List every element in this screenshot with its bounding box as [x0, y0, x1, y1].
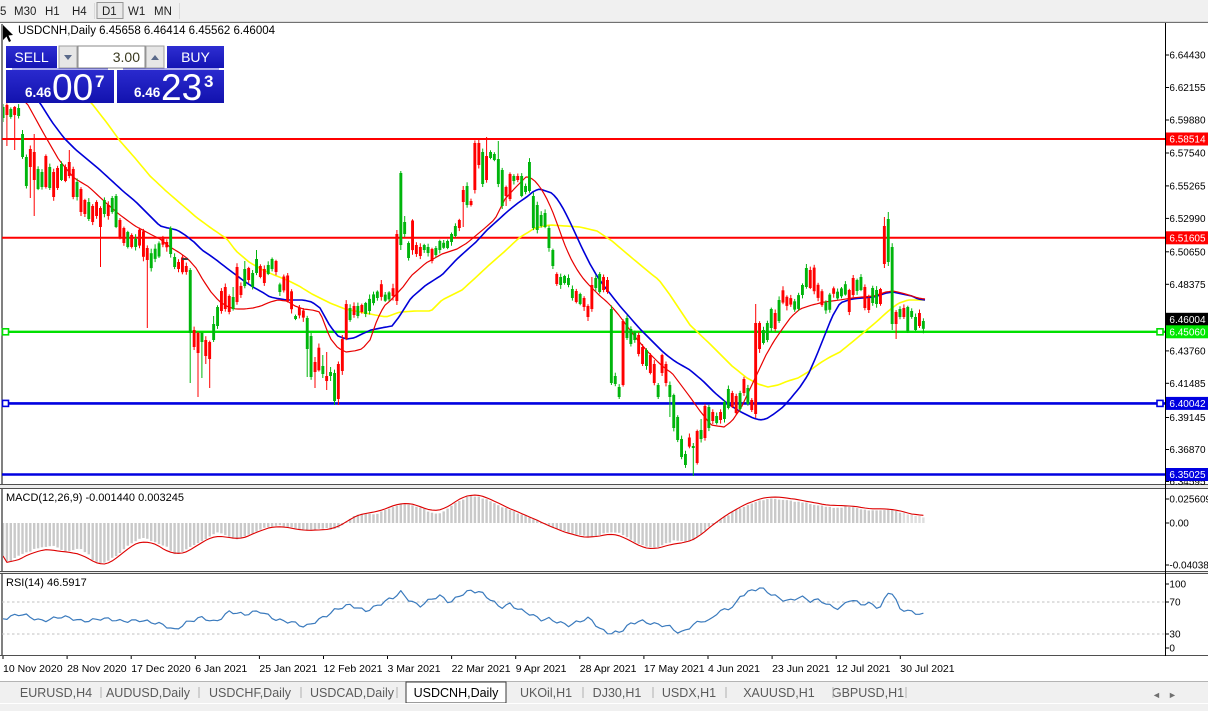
svg-text:UKOil,H1: UKOil,H1 — [520, 686, 572, 700]
svg-text:7: 7 — [95, 72, 104, 91]
svg-text:W1: W1 — [128, 6, 145, 18]
svg-text:6 Jan 2021: 6 Jan 2021 — [195, 663, 247, 675]
svg-text:6.46: 6.46 — [134, 85, 161, 100]
svg-text:22 Mar 2021: 22 Mar 2021 — [452, 663, 511, 675]
svg-text:DJ30,H1: DJ30,H1 — [593, 686, 642, 700]
svg-text:3.00: 3.00 — [113, 49, 140, 65]
svg-text:6.41485: 6.41485 — [1169, 379, 1206, 390]
svg-text:MACD(12,26,9) -0.001440 0.0032: MACD(12,26,9) -0.001440 0.003245 — [6, 492, 184, 504]
svg-text:30 Jul 2021: 30 Jul 2021 — [900, 663, 954, 675]
svg-text:6.35025: 6.35025 — [1169, 470, 1206, 481]
svg-text:28 Nov 2020: 28 Nov 2020 — [67, 663, 127, 675]
svg-text:6.55265: 6.55265 — [1169, 182, 1206, 193]
svg-text:5: 5 — [0, 6, 6, 18]
svg-text:H4: H4 — [72, 6, 87, 18]
svg-text:AUDUSD,Daily: AUDUSD,Daily — [106, 686, 191, 700]
svg-text:6.36870: 6.36870 — [1169, 445, 1206, 456]
svg-text:USDCNH,Daily 6.45658 6.46414: USDCNH,Daily 6.45658 6.46414 6.45562 6.4… — [18, 25, 276, 37]
svg-text:◄: ◄ — [1152, 690, 1161, 700]
svg-text:►: ► — [1168, 690, 1177, 700]
svg-text:3: 3 — [204, 72, 213, 91]
svg-text:6.52990: 6.52990 — [1169, 214, 1206, 225]
svg-text:6.46004: 6.46004 — [1169, 315, 1206, 326]
svg-text:M30: M30 — [14, 6, 36, 18]
svg-text:6.34595: 6.34595 — [1169, 477, 1206, 488]
svg-text:D1: D1 — [102, 6, 117, 18]
svg-text:6.40042: 6.40042 — [1169, 399, 1206, 410]
svg-text:0.025609: 0.025609 — [1169, 495, 1208, 506]
svg-text:6.64430: 6.64430 — [1169, 51, 1206, 62]
svg-text:6.59880: 6.59880 — [1169, 116, 1206, 127]
svg-text:6.46: 6.46 — [25, 85, 52, 100]
svg-text:6.57540: 6.57540 — [1169, 149, 1206, 160]
svg-text:6.62155: 6.62155 — [1169, 83, 1206, 94]
svg-text:100: 100 — [1169, 580, 1186, 591]
svg-text:3 Mar 2021: 3 Mar 2021 — [388, 663, 441, 675]
svg-text:USDCNH,Daily: USDCNH,Daily — [414, 686, 499, 700]
svg-text:6.48375: 6.48375 — [1169, 280, 1206, 291]
svg-text:10 Nov 2020: 10 Nov 2020 — [3, 663, 63, 675]
svg-text:6.39145: 6.39145 — [1169, 413, 1206, 424]
svg-text:28 Apr 2021: 28 Apr 2021 — [580, 663, 637, 675]
svg-text:23 Jun 2021: 23 Jun 2021 — [772, 663, 830, 675]
svg-text:BUY: BUY — [181, 49, 210, 65]
svg-text:17 May 2021: 17 May 2021 — [644, 663, 705, 675]
svg-text:SELL: SELL — [14, 49, 48, 65]
svg-text:25 Jan 2021: 25 Jan 2021 — [259, 663, 317, 675]
svg-text:0: 0 — [1169, 644, 1175, 655]
svg-text:RSI(14) 46.5917: RSI(14) 46.5917 — [6, 577, 87, 589]
svg-text:6.50650: 6.50650 — [1169, 248, 1206, 259]
svg-text:6.58514: 6.58514 — [1169, 135, 1206, 146]
svg-text:0.00: 0.00 — [1169, 519, 1189, 530]
svg-text:00: 00 — [52, 67, 93, 108]
svg-text:4 Jun 2021: 4 Jun 2021 — [708, 663, 760, 675]
svg-text:9 Apr 2021: 9 Apr 2021 — [516, 663, 567, 675]
svg-text:XAUUSD,H1: XAUUSD,H1 — [743, 686, 815, 700]
svg-text:6.51605: 6.51605 — [1169, 234, 1206, 245]
svg-text:12 Feb 2021: 12 Feb 2021 — [324, 663, 383, 675]
svg-text:GBPUSD,H1: GBPUSD,H1 — [832, 686, 904, 700]
svg-text:MN: MN — [154, 6, 172, 18]
svg-text:USDCHF,Daily: USDCHF,Daily — [209, 686, 292, 700]
svg-text:USDCAD,Daily: USDCAD,Daily — [310, 686, 395, 700]
svg-text:12 Jul 2021: 12 Jul 2021 — [836, 663, 890, 675]
svg-text:USDX,H1: USDX,H1 — [662, 686, 716, 700]
svg-text:23: 23 — [161, 67, 202, 108]
svg-text:6.43760: 6.43760 — [1169, 347, 1206, 358]
svg-text:70: 70 — [1169, 598, 1181, 609]
svg-text:17 Dec 2020: 17 Dec 2020 — [131, 663, 191, 675]
svg-text:-0.040386: -0.040386 — [1169, 561, 1208, 572]
svg-text:30: 30 — [1169, 630, 1181, 641]
svg-text:6.45060: 6.45060 — [1169, 328, 1206, 339]
svg-text:H1: H1 — [45, 6, 60, 18]
svg-text:EURUSD,H4: EURUSD,H4 — [20, 686, 92, 700]
